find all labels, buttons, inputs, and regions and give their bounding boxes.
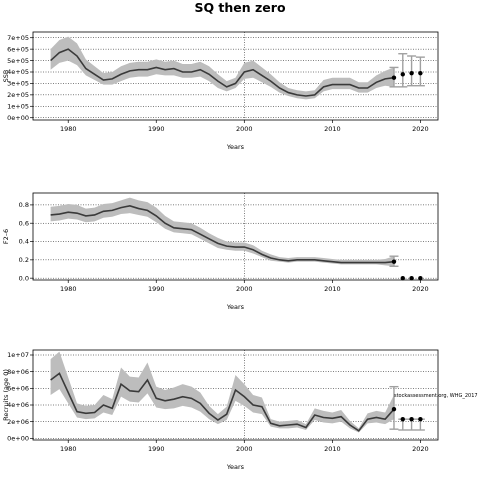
recruitment-ytick-label: 2e+06 (7, 418, 29, 426)
fishing-mortality-ylabel: F2–6 (2, 229, 10, 244)
fishing-mortality-ytick-label: 0.8 (19, 201, 29, 209)
recruitment-projection-point (391, 406, 397, 412)
recruitment-annotation: stockassessment.org, WHG_2017 (394, 393, 478, 399)
recruitment-xtick-label: 2020 (412, 445, 429, 453)
fishing-mortality-projection-point (400, 275, 405, 281)
ssb-ytick-label: 0e+00 (7, 114, 29, 122)
fishing-mortality-projection-point (418, 275, 423, 281)
fishing-mortality-ytick-label: 0.6 (19, 219, 29, 227)
ssb-confidence-band (50, 36, 394, 100)
ssb-projection-point (400, 72, 405, 77)
recruitment-projection-point (400, 416, 405, 422)
recruitment-projection-point (418, 416, 423, 422)
ssb-ytick-label: 1e+05 (7, 102, 29, 110)
ssb-estimate-line (50, 48, 395, 97)
recruitment-ytick-label: 4e+06 (7, 401, 29, 409)
ssb-projection-point (409, 70, 414, 76)
fishing-mortality-projection-point (391, 259, 397, 264)
ssb-xlabel: Years (226, 143, 245, 151)
fishing-mortality-panel: 0.0 0.2 0.4 0.6 0.8 1980 1990 2000 2010 2020 Years… (2, 192, 439, 311)
recruitment-estimate-line (50, 372, 395, 432)
fishing-mortality-ytick-label: 0.2 (19, 256, 29, 264)
recruitment-xtick-label: 2010 (324, 445, 341, 453)
recruitment-xtick-label: 1990 (148, 445, 165, 453)
fishing-mortality-xtick-label: 2010 (324, 285, 341, 293)
recruitment-xlabel: Years (226, 463, 245, 471)
ssb-ytick-label: 3e+05 (7, 80, 29, 88)
fishing-mortality-xlabel: Years (226, 303, 245, 311)
ssb-projection-point (391, 75, 397, 80)
fishing-mortality-ytick-label: 0.0 (19, 274, 29, 282)
recruitment-ytick-label: 8e+06 (7, 368, 29, 376)
recruitment-xtick-label: 1980 (60, 445, 77, 453)
fishing-mortality-xtick-label: 1990 (148, 285, 165, 293)
fishing-mortality-ytick-label: 0.4 (19, 238, 29, 246)
recruitment-ytick-label: 1e+07 (7, 351, 29, 359)
ssb-xtick-label: 1990 (148, 125, 165, 133)
ssb-ytick-label: 7e+05 (7, 34, 29, 42)
ssb-xtick-label: 2000 (236, 125, 253, 133)
fishing-mortality-xtick-label: 2000 (236, 285, 253, 293)
recruitment-ylabel: Recruits (age 0) (2, 369, 10, 421)
fishing-mortality-xtick-label: 2020 (412, 285, 429, 293)
ssb-xtick-label: 2020 (412, 125, 429, 133)
ssb-ylabel: SSB (2, 70, 10, 83)
recruitment-panel: 0e+00 2e+06 4e+06 6e+06 8e+06 1e+07 1980 1990 20… (2, 349, 478, 471)
recruitment-projection-point (409, 416, 414, 422)
ssb-ytick-label: 5e+05 (7, 57, 29, 65)
recruitment-ytick-label: 6e+06 (7, 385, 29, 393)
ssb-projection-point (418, 70, 423, 76)
ssb-ytick-label: 4e+05 (7, 68, 29, 76)
fishing-mortality-axes-frame (32, 192, 439, 281)
fishing-mortality-plot-area (33, 193, 438, 280)
fishing-mortality-estimate-line (50, 204, 395, 264)
figure-title: SQ then zero (194, 0, 286, 15)
recruitment-axes-frame (32, 349, 439, 441)
ssb-xtick-label: 2010 (324, 125, 341, 133)
fishing-mortality-projection-point (409, 275, 414, 281)
ssb-ytick-label: 2e+05 (7, 91, 29, 99)
recruitment-xtick-label: 2000 (236, 445, 253, 453)
recruitment-ytick-label: 0e+00 (7, 435, 29, 443)
ssb-xtick-label: 1980 (60, 125, 77, 133)
fishing-mortality-xtick-label: 1980 (60, 285, 77, 293)
ssb-panel: 0e+00 1e+05 2e+05 3e+05 4e+05 5e+05 6e+05 7e+05… (2, 31, 439, 151)
ssb-ytick-label: 6e+05 (7, 45, 29, 53)
ssb-axes-frame (32, 31, 439, 121)
panels: 0e+00 1e+05 2e+05 3e+05 4e+05 5e+05 6e+05 7e+05… (2, 31, 478, 471)
